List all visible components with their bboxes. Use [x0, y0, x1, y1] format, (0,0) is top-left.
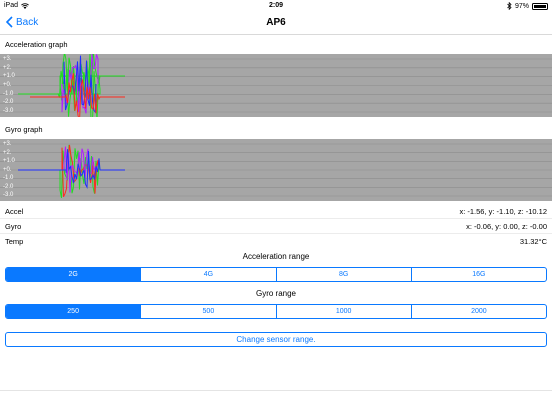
acc-tick: -2.0	[3, 99, 14, 105]
temp-value: 31.32°C	[519, 237, 547, 246]
gyro-range-option-500[interactable]: 500	[140, 305, 275, 318]
accel-label: Accel	[5, 207, 24, 216]
gyro-tick: +0.	[3, 167, 12, 173]
acc-tick: +1.0	[3, 73, 15, 79]
temp-label: Temp	[5, 237, 24, 246]
gyro-range-option-2000[interactable]: 2000	[410, 305, 546, 318]
back-button[interactable]: Back	[6, 16, 38, 28]
acceleration-range-label: Acceleration range	[242, 252, 310, 261]
gyro-tick: +1.0	[3, 158, 15, 164]
status-time: 2:09	[268, 2, 283, 9]
acc-range-option-16g[interactable]: 16G	[410, 268, 546, 281]
wifi-icon	[21, 2, 29, 9]
sensor-trace	[59, 144, 101, 198]
gyro-row: Gyro x: -0.06, y: 0.00, z: -0.00	[0, 219, 552, 234]
gyro-range-label: Gyro range	[255, 289, 297, 298]
gyro-graph-canvas	[0, 143, 552, 198]
status-right: 97%	[507, 2, 548, 10]
gyro-value: x: -0.06, y: 0.00, z: -0.00	[466, 222, 547, 231]
gyro-range-option-250[interactable]: 250	[6, 305, 141, 318]
acc-range-option-4g[interactable]: 4G	[140, 268, 275, 281]
bottom-divider	[0, 390, 552, 391]
device-name: iPad	[4, 2, 19, 9]
status-bar: iPad 2:09 97%	[0, 0, 552, 12]
acceleration-range-control[interactable]: 2G 4G 8G 16G	[5, 267, 547, 282]
bluetooth-icon	[507, 2, 512, 10]
gyro-graph: +3. +2. +1.0 +0. -1.0 -2.0 -3.0	[0, 139, 552, 201]
change-sensor-range-button[interactable]: Change sensor range.	[5, 332, 547, 347]
gyro-range-option-1000[interactable]: 1000	[275, 305, 411, 318]
accel-value: x: -1.56, y: -1.10, z: -10.12	[459, 207, 547, 216]
status-left: iPad	[4, 2, 29, 9]
battery-icon	[532, 2, 548, 10]
battery-percent: 97%	[514, 2, 529, 10]
back-label: Back	[16, 16, 39, 28]
acc-tick: -1.0	[3, 91, 14, 97]
acc-tick: +3.	[3, 56, 12, 62]
gyro-tick: -3.0	[3, 192, 14, 198]
acceleration-graph-canvas	[0, 54, 552, 117]
gyro-graph-label: Gyro graph	[5, 125, 43, 134]
acceleration-graph-label: Acceleration graph	[5, 40, 68, 49]
gyro-tick: +2.	[3, 150, 12, 156]
acc-tick: -3.0	[3, 108, 14, 114]
acc-range-option-8g[interactable]: 8G	[275, 268, 411, 281]
chevron-left-icon	[6, 16, 13, 28]
page-title: AP6	[266, 17, 286, 28]
gyro-label: Gyro	[5, 222, 22, 231]
temp-row: Temp 31.32°C	[0, 234, 552, 249]
gyro-range-control[interactable]: 250 500 1000 2000	[5, 304, 547, 319]
navigation-bar: Back AP6	[0, 12, 552, 35]
gyro-tick: -2.0	[3, 184, 14, 190]
accel-row: Accel x: -1.56, y: -1.10, z: -10.12	[0, 204, 552, 219]
acc-tick: +2.	[3, 65, 12, 71]
gyro-tick: +3.	[3, 141, 12, 147]
sensor-trace	[30, 73, 125, 117]
sensor-trace	[18, 149, 125, 190]
acceleration-graph: +3. +2. +1.0 +0. -1.0 -2.0 -3.0	[0, 54, 552, 117]
acc-range-option-2g[interactable]: 2G	[6, 268, 141, 281]
acc-tick: +0.	[3, 82, 12, 88]
gyro-tick: -1.0	[3, 175, 14, 181]
